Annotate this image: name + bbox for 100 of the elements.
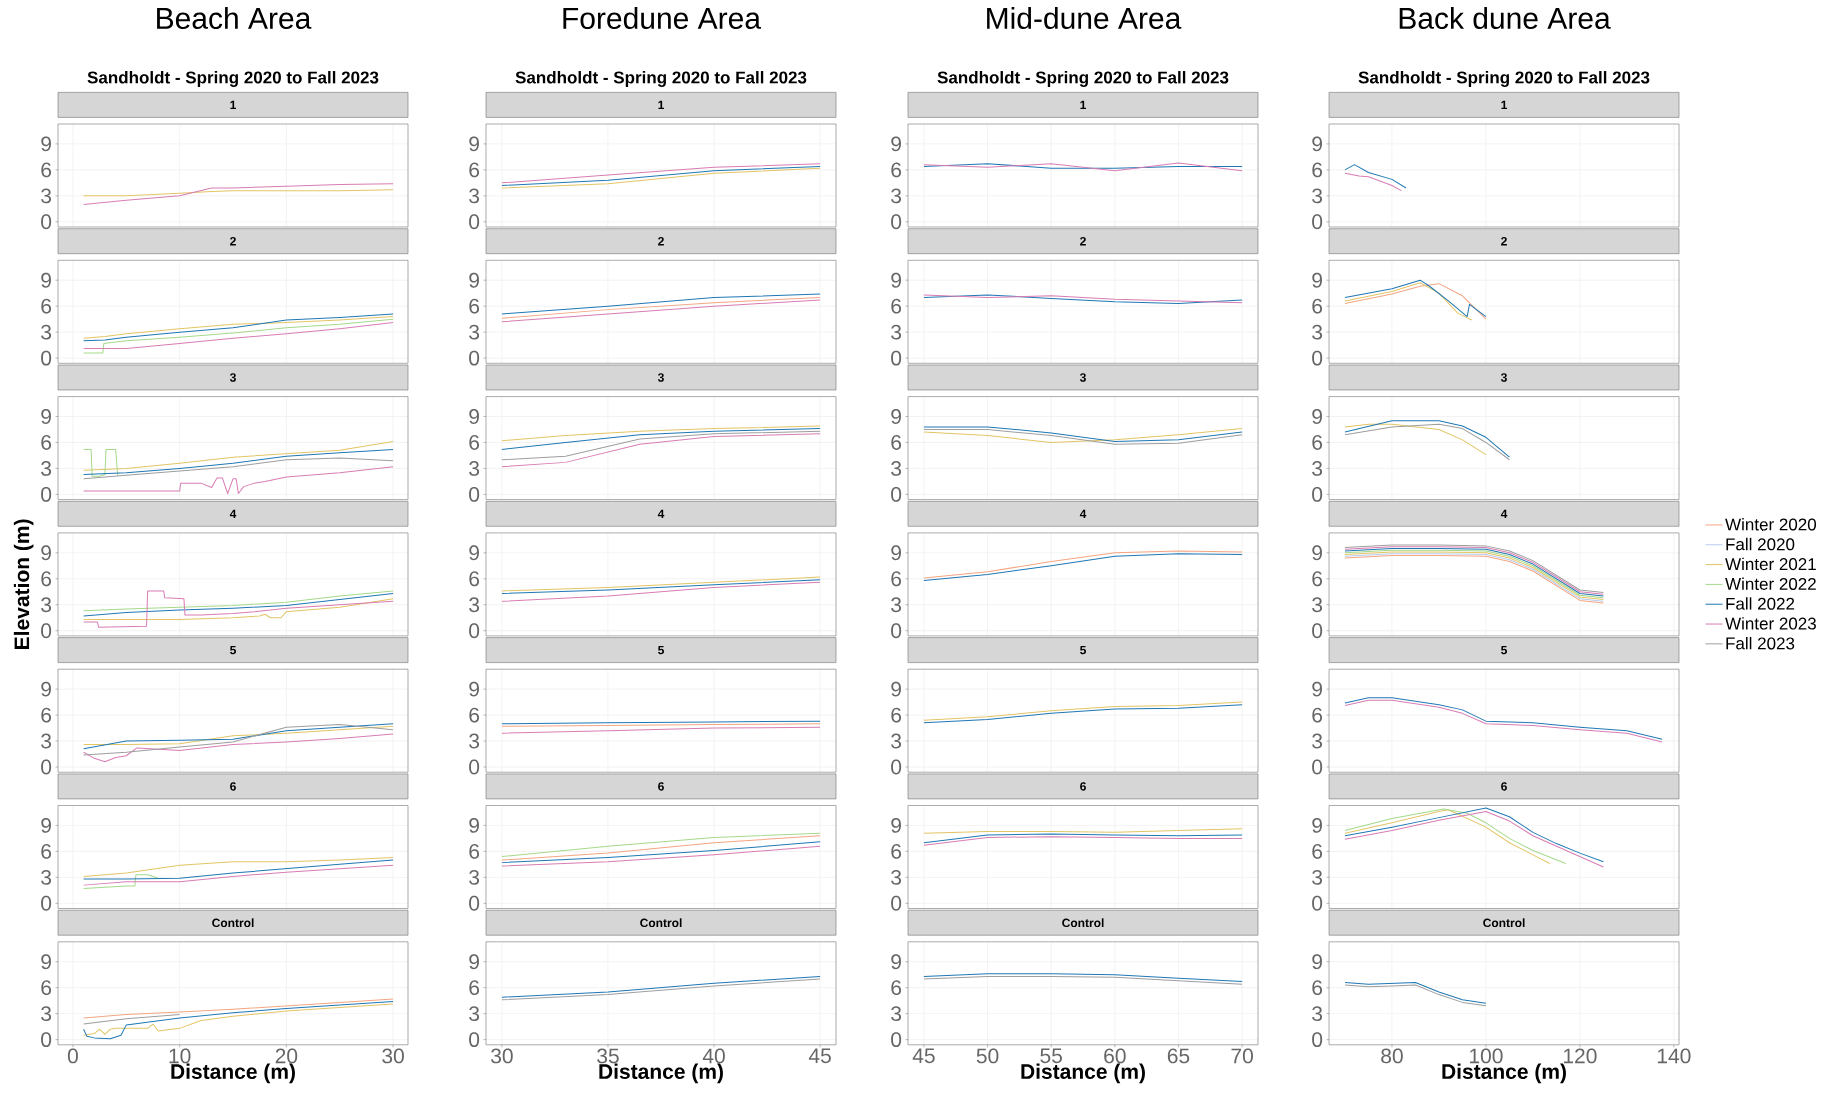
x-tick-label: 30 bbox=[382, 1048, 404, 1064]
y-tick-label: 9 bbox=[891, 545, 901, 561]
y-tick-label: 9 bbox=[1312, 272, 1322, 288]
chart-title: 5 bbox=[230, 645, 236, 655]
y-tick-label: 9 bbox=[1312, 817, 1322, 833]
y-tick-label: 9 bbox=[891, 272, 901, 288]
y-tick-label: 6 bbox=[41, 435, 52, 450]
chart-title: 4 bbox=[229, 509, 237, 518]
chart-title: Control bbox=[640, 918, 682, 928]
y-tick-label: 0 bbox=[1312, 1032, 1323, 1048]
y-tick-label: 0 bbox=[469, 486, 480, 502]
y-tick-label: 6 bbox=[469, 298, 480, 314]
chart-title: Control bbox=[212, 918, 254, 928]
chart-title: 4 bbox=[1500, 509, 1508, 518]
line-series bbox=[83, 457, 394, 480]
y-tick-label: 0 bbox=[41, 623, 52, 639]
y-tick-label: 3 bbox=[469, 188, 480, 204]
x-tick-label: 60 bbox=[1104, 1048, 1126, 1064]
y-tick-label: 6 bbox=[1312, 298, 1323, 314]
x-axis-title: Distance (m) bbox=[171, 1063, 295, 1084]
y-tick-label: 9 bbox=[891, 136, 901, 152]
y-tick-label: 3 bbox=[891, 869, 902, 885]
line-series bbox=[923, 294, 1243, 305]
y-tick-label: 9 bbox=[469, 954, 479, 970]
y-tick-label: 6 bbox=[891, 980, 902, 996]
x-tick-label: 55 bbox=[1040, 1048, 1062, 1064]
y-tick-label: 6 bbox=[469, 571, 480, 587]
y-tick-label: 3 bbox=[41, 597, 52, 613]
chart-title: 6 bbox=[1501, 782, 1507, 791]
y-tick-label: 3 bbox=[469, 869, 480, 885]
legend-label: Fall 2020 bbox=[1726, 537, 1795, 551]
y-tick-label: 9 bbox=[1312, 136, 1322, 152]
y-tick-label: 0 bbox=[41, 214, 52, 230]
chart-title: 4 bbox=[1079, 509, 1087, 518]
y-tick-label: 9 bbox=[41, 136, 51, 152]
line-series bbox=[83, 725, 394, 745]
y-tick-label: 3 bbox=[469, 461, 480, 476]
chart-title: 6 bbox=[230, 782, 236, 791]
y-tick-label: 3 bbox=[891, 1006, 902, 1022]
y-tick-label: 9 bbox=[1312, 681, 1322, 697]
chart-title: 2 bbox=[230, 237, 236, 246]
chart-title: 5 bbox=[1080, 645, 1087, 655]
x-tick-label: 10 bbox=[169, 1048, 191, 1064]
y-tick-label: 3 bbox=[1312, 733, 1323, 749]
x-tick-label: 100 bbox=[1470, 1048, 1503, 1064]
chart-title: 3 bbox=[1079, 373, 1086, 382]
y-tick-label: 9 bbox=[469, 817, 479, 833]
y-tick-label: 3 bbox=[469, 1006, 480, 1022]
y-tick-label: 6 bbox=[1312, 980, 1323, 996]
y-tick-label: 9 bbox=[41, 681, 51, 697]
y-tick-label: 0 bbox=[891, 1032, 902, 1048]
y-tick-label: 6 bbox=[891, 843, 902, 859]
y-tick-label: 9 bbox=[41, 954, 51, 970]
x-tick-label: 50 bbox=[976, 1048, 999, 1064]
line-series bbox=[1344, 423, 1487, 456]
y-tick-label: 0 bbox=[1312, 350, 1323, 366]
y-tick-label: 9 bbox=[1312, 409, 1322, 424]
y-tick-label: 9 bbox=[469, 136, 479, 152]
y-tick-label: 3 bbox=[1312, 869, 1323, 885]
y-tick-label: 9 bbox=[41, 545, 51, 561]
line-series bbox=[83, 723, 394, 750]
y-tick-label: 3 bbox=[41, 1006, 52, 1022]
y-tick-label: 9 bbox=[469, 681, 479, 697]
y-tick-label: 9 bbox=[41, 817, 51, 833]
y-tick-label: 0 bbox=[1312, 486, 1323, 502]
chart-title: 1 bbox=[1501, 100, 1508, 110]
y-tick-label: 9 bbox=[1312, 954, 1322, 970]
y-tick-label: 0 bbox=[891, 623, 902, 639]
y-tick-label: 3 bbox=[891, 188, 902, 204]
chart-title: 6 bbox=[658, 782, 664, 791]
y-tick-label: 0 bbox=[891, 214, 902, 230]
text: Back dune Area bbox=[1399, 6, 1611, 30]
chart-title: 3 bbox=[657, 373, 664, 382]
y-tick-label: 0 bbox=[1312, 895, 1323, 911]
y-tick-label: 6 bbox=[1312, 843, 1323, 859]
line-series bbox=[83, 592, 394, 617]
line-series bbox=[83, 874, 159, 890]
line-series bbox=[501, 425, 821, 442]
text: Sandholdt - Spring 2020 to Fall 2023 bbox=[937, 71, 1229, 87]
y-tick-label: 6 bbox=[1312, 435, 1323, 450]
y-tick-label: 6 bbox=[41, 162, 52, 178]
y-tick-label: 0 bbox=[469, 759, 480, 775]
chart-title: Control bbox=[1062, 918, 1104, 928]
legend-label: Fall 2022 bbox=[1726, 597, 1795, 610]
x-tick-label: 30 bbox=[491, 1048, 513, 1064]
y-tick-label: 0 bbox=[891, 895, 902, 911]
y-tick-label: 9 bbox=[41, 409, 51, 424]
y-tick-label: 6 bbox=[469, 435, 480, 450]
y-tick-label: 0 bbox=[891, 759, 902, 775]
x-tick-label: 45 bbox=[808, 1048, 831, 1064]
y-axis-title: Elevation (m) bbox=[13, 519, 34, 649]
y-tick-label: 3 bbox=[1312, 461, 1323, 476]
x-tick-label: 80 bbox=[1381, 1048, 1403, 1064]
y-tick-label: 6 bbox=[41, 571, 52, 587]
y-tick-label: 3 bbox=[41, 324, 52, 340]
y-tick-label: 0 bbox=[1312, 759, 1323, 775]
line-series bbox=[83, 864, 394, 886]
y-tick-label: 6 bbox=[41, 707, 52, 723]
y-tick-label: 3 bbox=[41, 733, 52, 749]
text: Sandholdt - Spring 2020 to Fall 2023 bbox=[515, 71, 807, 87]
